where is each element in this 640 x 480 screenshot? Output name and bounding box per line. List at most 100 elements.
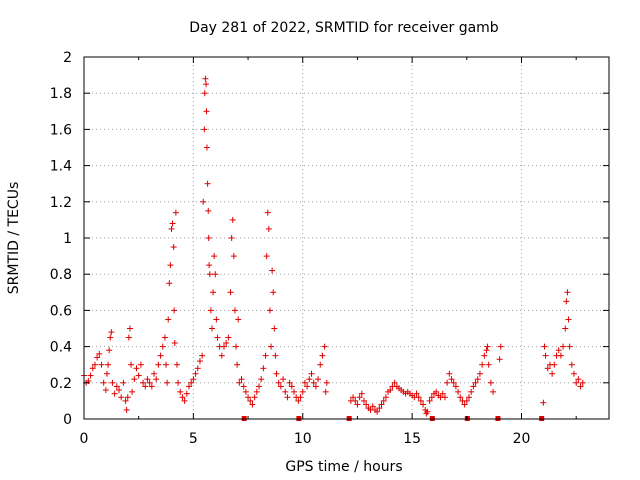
data-point (103, 370, 110, 377)
data-point (171, 339, 178, 346)
data-point (270, 289, 277, 296)
y-tick-label: 0.2 (50, 376, 72, 392)
data-point (555, 347, 562, 354)
data-point (376, 405, 383, 412)
data-point (472, 379, 479, 386)
data-point (146, 379, 153, 386)
data-point (129, 388, 136, 395)
data-point (463, 397, 470, 404)
data-point (140, 379, 147, 386)
data-point (236, 379, 243, 386)
data-point (190, 376, 197, 383)
data-point (204, 180, 211, 187)
data-point (206, 271, 213, 278)
data-point (253, 388, 260, 395)
data-point (269, 267, 276, 274)
y-tick-label: 0.6 (50, 303, 72, 319)
data-point (457, 394, 464, 401)
data-point (233, 343, 240, 350)
data-point (268, 343, 275, 350)
data-point (263, 253, 270, 260)
data-point (167, 262, 174, 269)
data-point (128, 361, 135, 368)
data-point (321, 343, 328, 350)
data-point (310, 379, 317, 386)
data-point (107, 334, 114, 341)
data-point (159, 343, 166, 350)
data-point (125, 334, 132, 341)
data-point (245, 394, 252, 401)
data-point (163, 361, 170, 368)
data-point (496, 356, 503, 363)
data-point (165, 316, 172, 323)
data-point (258, 376, 265, 383)
data-point (448, 376, 455, 383)
data-point (122, 397, 129, 404)
data-point (413, 390, 420, 397)
data-point (461, 401, 468, 408)
axis-ticks (83, 56, 609, 420)
data-point (251, 394, 258, 401)
data-point (356, 394, 363, 401)
data-point (573, 379, 580, 386)
data-point (207, 307, 214, 314)
data-point (317, 361, 324, 368)
data-point (468, 388, 475, 395)
data-point (565, 316, 572, 323)
data-point (563, 298, 570, 305)
data-point (249, 401, 256, 408)
data-point (315, 376, 322, 383)
data-point (450, 379, 457, 386)
y-tick-label: 1.4 (50, 159, 72, 175)
data-point (568, 361, 575, 368)
data-point (225, 334, 232, 341)
data-point (201, 126, 208, 133)
y-tick-label: 2 (63, 50, 72, 66)
y-tick-label: 1.8 (50, 86, 72, 102)
data-point (213, 316, 220, 323)
data-point (111, 390, 118, 397)
data-point (286, 379, 293, 386)
data-point (295, 397, 302, 404)
data-point (272, 352, 279, 359)
axis-tick-labels: 0 5 10 15 20 0 0.2 0.4 0.6 0.8 1 1.2 1.4 1.6 1.8 2 (50, 50, 531, 447)
x-tick-label: 10 (294, 431, 312, 447)
data-point (544, 365, 551, 372)
data-point (175, 379, 182, 386)
data-point (172, 209, 179, 216)
data-point (256, 383, 262, 390)
y-axis-label: SRMTID / TECUs (6, 182, 22, 295)
data-point (100, 379, 107, 386)
data-point (108, 329, 115, 336)
data-point (466, 394, 472, 401)
data-point (199, 352, 206, 359)
data-point (234, 361, 241, 368)
data-point (312, 383, 319, 390)
data-point (446, 370, 453, 377)
data-point (170, 244, 177, 251)
data-point (183, 390, 190, 397)
data-point (577, 383, 584, 390)
data-point (426, 397, 433, 404)
data-point (210, 289, 217, 296)
data-point (231, 307, 238, 314)
data-point (277, 383, 284, 390)
data-point (235, 316, 242, 323)
data-point (291, 388, 297, 395)
data-point (123, 406, 130, 413)
data-point (173, 361, 180, 368)
data-point (424, 408, 431, 415)
data-point (181, 397, 188, 404)
data-point (228, 235, 235, 241)
data-point (481, 352, 488, 359)
data-point (155, 361, 162, 368)
data-point (566, 343, 573, 350)
data-point (352, 397, 359, 404)
data-point (227, 289, 234, 296)
data-point (265, 225, 272, 232)
data-point (455, 388, 462, 395)
data-point (166, 280, 173, 287)
data-point (387, 387, 394, 394)
data-point (433, 388, 440, 395)
